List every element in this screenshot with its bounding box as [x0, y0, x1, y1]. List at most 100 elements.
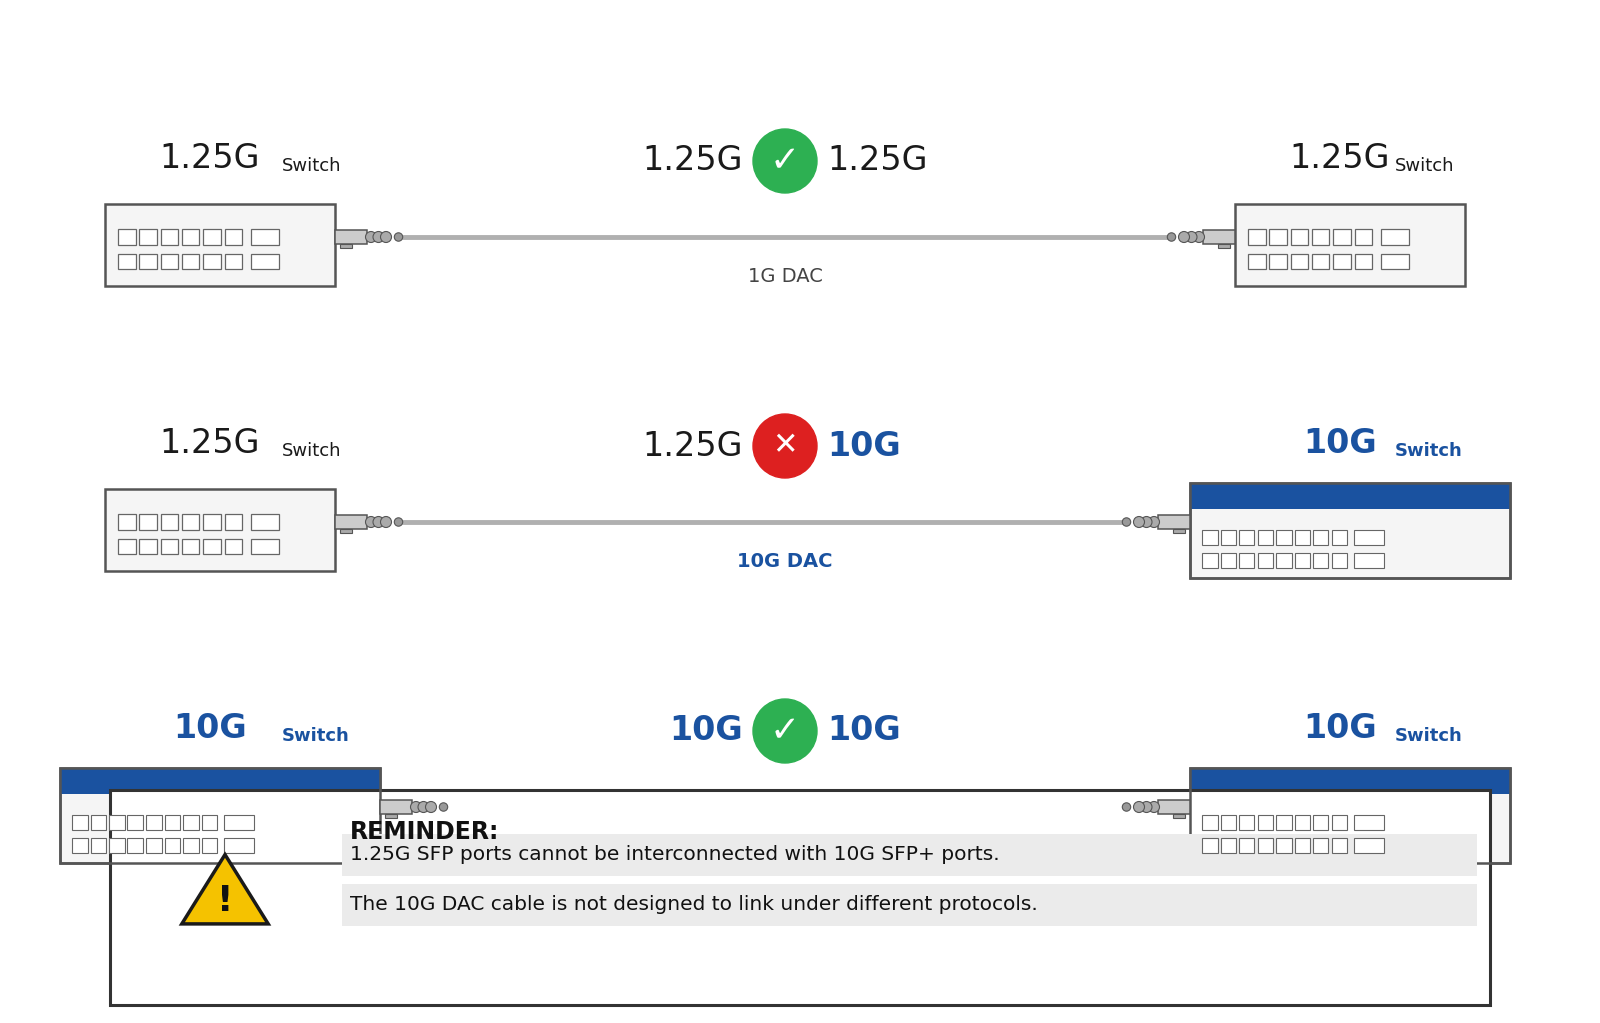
FancyBboxPatch shape [203, 254, 221, 269]
FancyBboxPatch shape [165, 838, 179, 852]
FancyBboxPatch shape [1354, 553, 1384, 568]
FancyBboxPatch shape [139, 538, 157, 554]
Polygon shape [182, 854, 269, 924]
Text: 10G DAC: 10G DAC [738, 552, 832, 571]
Circle shape [365, 517, 376, 528]
FancyBboxPatch shape [72, 838, 88, 852]
Text: 1.25G: 1.25G [160, 142, 261, 175]
Text: 1.25G SFP ports cannot be interconnected with 10G SFP+ ports.: 1.25G SFP ports cannot be interconnected… [350, 845, 1000, 864]
FancyBboxPatch shape [1202, 553, 1218, 568]
FancyBboxPatch shape [1312, 229, 1330, 244]
Circle shape [411, 801, 421, 812]
Circle shape [1179, 231, 1189, 242]
FancyBboxPatch shape [1333, 254, 1350, 269]
FancyBboxPatch shape [224, 254, 242, 269]
FancyBboxPatch shape [146, 838, 162, 852]
Circle shape [373, 231, 384, 242]
FancyBboxPatch shape [1203, 230, 1235, 244]
FancyBboxPatch shape [1354, 815, 1384, 830]
FancyBboxPatch shape [1355, 229, 1373, 244]
Circle shape [381, 231, 392, 242]
FancyBboxPatch shape [1381, 254, 1410, 269]
FancyBboxPatch shape [224, 229, 242, 244]
Text: Switch: Switch [282, 442, 341, 460]
Text: Switch: Switch [282, 727, 350, 745]
Text: 10G: 10G [827, 714, 901, 748]
Text: 10G: 10G [1302, 712, 1378, 745]
Circle shape [754, 414, 818, 478]
FancyBboxPatch shape [1258, 530, 1274, 544]
FancyBboxPatch shape [106, 204, 334, 286]
FancyBboxPatch shape [1238, 530, 1254, 544]
FancyBboxPatch shape [1258, 553, 1274, 568]
FancyBboxPatch shape [342, 884, 1477, 926]
FancyBboxPatch shape [203, 229, 221, 244]
FancyBboxPatch shape [224, 815, 254, 830]
FancyBboxPatch shape [182, 254, 200, 269]
FancyBboxPatch shape [1381, 229, 1410, 244]
FancyBboxPatch shape [1235, 204, 1466, 286]
FancyBboxPatch shape [1248, 254, 1266, 269]
FancyBboxPatch shape [1190, 767, 1510, 862]
FancyBboxPatch shape [1277, 553, 1291, 568]
FancyBboxPatch shape [1173, 529, 1186, 533]
FancyBboxPatch shape [339, 529, 352, 533]
FancyBboxPatch shape [1277, 530, 1291, 544]
Text: 10G: 10G [1302, 427, 1378, 460]
FancyBboxPatch shape [1173, 814, 1186, 818]
Text: REMINDER:: REMINDER: [350, 820, 499, 844]
FancyBboxPatch shape [1202, 815, 1218, 830]
Text: !: ! [216, 884, 234, 918]
Circle shape [440, 803, 448, 811]
FancyBboxPatch shape [182, 514, 200, 530]
FancyBboxPatch shape [118, 254, 136, 269]
FancyBboxPatch shape [1294, 530, 1310, 544]
FancyBboxPatch shape [1238, 553, 1254, 568]
FancyBboxPatch shape [118, 538, 136, 554]
FancyBboxPatch shape [203, 514, 221, 530]
FancyBboxPatch shape [1190, 483, 1510, 578]
FancyBboxPatch shape [106, 489, 334, 571]
FancyBboxPatch shape [1277, 815, 1291, 830]
FancyBboxPatch shape [251, 254, 278, 269]
FancyBboxPatch shape [72, 815, 88, 830]
FancyBboxPatch shape [128, 815, 142, 830]
Circle shape [394, 233, 403, 241]
Text: Switch: Switch [1395, 157, 1454, 175]
FancyBboxPatch shape [91, 815, 106, 830]
FancyBboxPatch shape [224, 514, 242, 530]
Text: 1.25G: 1.25G [827, 144, 928, 178]
FancyBboxPatch shape [1190, 483, 1510, 508]
Circle shape [1141, 517, 1152, 528]
FancyBboxPatch shape [139, 229, 157, 244]
FancyBboxPatch shape [1354, 530, 1384, 544]
FancyBboxPatch shape [118, 229, 136, 244]
Circle shape [1149, 801, 1160, 812]
FancyBboxPatch shape [1312, 254, 1330, 269]
Text: Switch: Switch [1395, 727, 1462, 745]
FancyBboxPatch shape [1158, 515, 1190, 529]
FancyBboxPatch shape [1354, 838, 1384, 852]
FancyBboxPatch shape [61, 767, 381, 794]
Circle shape [394, 518, 403, 526]
Text: ✓: ✓ [770, 144, 800, 178]
Circle shape [373, 517, 384, 528]
FancyBboxPatch shape [334, 230, 366, 244]
FancyBboxPatch shape [110, 790, 1490, 1005]
FancyBboxPatch shape [61, 767, 381, 862]
FancyBboxPatch shape [202, 838, 218, 852]
FancyBboxPatch shape [1294, 553, 1310, 568]
FancyBboxPatch shape [251, 538, 278, 554]
Text: Switch: Switch [282, 157, 341, 175]
Circle shape [754, 699, 818, 763]
FancyBboxPatch shape [128, 838, 142, 852]
FancyBboxPatch shape [139, 254, 157, 269]
FancyBboxPatch shape [1221, 530, 1235, 544]
Text: ✓: ✓ [770, 714, 800, 748]
FancyBboxPatch shape [109, 815, 125, 830]
Text: 1.25G: 1.25G [643, 144, 742, 178]
FancyBboxPatch shape [1331, 838, 1347, 852]
FancyBboxPatch shape [1331, 553, 1347, 568]
FancyBboxPatch shape [160, 514, 178, 530]
FancyBboxPatch shape [1269, 229, 1286, 244]
